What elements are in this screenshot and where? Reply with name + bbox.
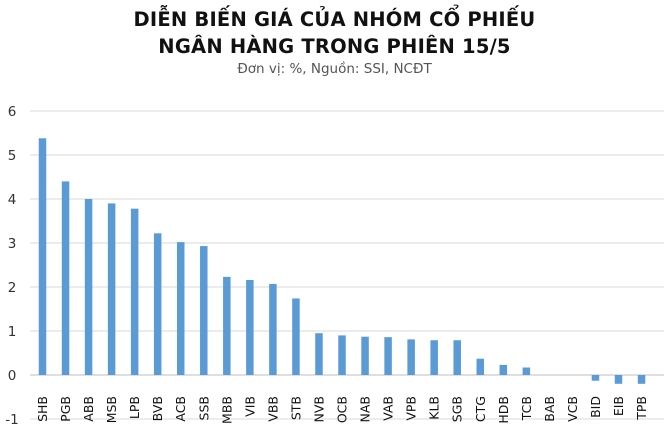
x-tick-label: ABB <box>81 396 96 422</box>
x-tick-label: TPB <box>634 396 649 421</box>
bar-bid <box>591 375 600 381</box>
bar-pgb <box>61 181 70 375</box>
y-tick-label: 5 <box>8 148 17 164</box>
bar-ctg <box>476 358 485 375</box>
x-tick-label: VBB <box>265 396 280 422</box>
x-tick-label: VPB <box>404 396 419 421</box>
bar-acb <box>176 242 185 375</box>
x-tick-label: NAB <box>358 396 373 422</box>
x-tick-label: BVB <box>150 396 165 421</box>
bar-sgb <box>453 340 461 375</box>
x-tick-label: SSB <box>196 396 211 420</box>
x-tick-label: VCB <box>565 396 580 422</box>
bar-vbb <box>269 283 277 375</box>
bar-mbb <box>223 276 231 375</box>
bars <box>38 138 646 384</box>
x-tick-label: MBB <box>219 396 234 424</box>
chart-title-line-2: NGÂN HÀNG TRONG PHIÊN 15/5 <box>158 35 511 58</box>
bar-vib <box>246 279 254 375</box>
x-tick-label: OCB <box>335 396 350 423</box>
bar-ssb <box>200 246 208 375</box>
y-tick-label: 0 <box>8 368 17 384</box>
bar-klb <box>430 340 438 375</box>
y-tick-label: -1 <box>5 412 18 428</box>
chart-header: DIỄN BIẾN GIÁ CỦA NHÓM CỔ PHIẾU NGÂN HÀN… <box>0 6 669 79</box>
x-tick-label: EIB <box>611 396 626 416</box>
x-tick-label: VIB <box>242 396 257 417</box>
bar-eib <box>614 375 623 384</box>
x-tick-label: TCB <box>519 396 534 421</box>
bar-ocb <box>338 335 346 375</box>
x-tick-label: SHB <box>35 396 50 422</box>
y-axis-ticks: -1 0 1 2 3 4 5 6 <box>5 104 18 428</box>
bar-lpb <box>130 208 139 375</box>
bar-nab <box>361 336 369 375</box>
bar-shb <box>38 138 47 375</box>
x-axis-ticks: SHB PGB ABB MSB LPB BVB ACB SSB MBB VIB VBB STB NVB O… <box>35 396 649 424</box>
y-tick-label: 1 <box>8 324 17 340</box>
x-tick-label: LPB <box>127 396 142 419</box>
bar-vpb <box>407 339 415 375</box>
x-tick-label: BID <box>588 396 603 418</box>
bar-bvb <box>153 233 162 375</box>
bar-stb <box>292 298 300 375</box>
chart-subtitle: Đơn vị: %, Nguồn: SSI, NCĐT <box>237 61 432 77</box>
x-tick-label: KLB <box>427 396 442 420</box>
bar-tcb <box>522 367 531 375</box>
x-tick-label: CTG <box>473 396 488 422</box>
x-tick-label: NVB <box>311 396 326 422</box>
y-tick-label: 4 <box>8 192 17 208</box>
x-tick-label: PGB <box>58 396 73 422</box>
y-tick-label: 3 <box>8 236 17 252</box>
gridlines <box>30 110 664 420</box>
x-tick-label: VAB <box>381 396 396 421</box>
x-tick-label: MSB <box>104 396 119 423</box>
bar-tpb <box>637 375 646 384</box>
bar-hdb <box>499 364 508 375</box>
bar-vab <box>384 337 392 375</box>
bar-msb <box>107 203 116 375</box>
y-tick-label: 2 <box>8 280 17 296</box>
chart-title-line-1: DIỄN BIẾN GIÁ CỦA NHÓM CỔ PHIẾU <box>133 8 536 31</box>
y-tick-label: 6 <box>8 104 17 120</box>
x-tick-label: HDB <box>496 396 511 424</box>
x-tick-label: STB <box>288 396 303 420</box>
bar-nvb <box>315 333 323 375</box>
x-tick-label: SGB <box>450 396 465 422</box>
bar-abb <box>84 199 93 375</box>
x-tick-label: ACB <box>173 396 188 422</box>
x-tick-label: BAB <box>542 396 557 422</box>
